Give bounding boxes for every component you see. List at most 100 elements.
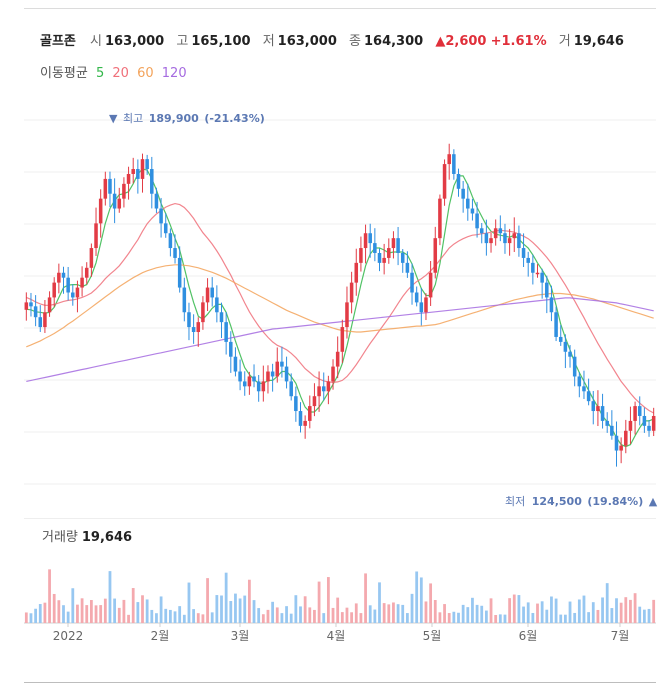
candle-body	[387, 248, 391, 258]
volume-bar	[234, 593, 237, 623]
candle-body	[270, 371, 275, 377]
volume-bar	[252, 600, 256, 623]
x-axis-label: 4월	[327, 629, 346, 643]
volume-bar	[336, 597, 340, 623]
candle-body	[442, 164, 447, 199]
candle-body	[145, 159, 149, 170]
volume-bar	[503, 614, 507, 623]
volume-bar	[475, 604, 479, 623]
candle-body	[419, 302, 424, 313]
candle-body	[89, 248, 94, 268]
volume-bar	[484, 610, 488, 623]
volume-bar	[76, 604, 79, 623]
volume-bar	[187, 582, 191, 623]
ma-legend-5[interactable]: 5	[95, 66, 105, 81]
volume-bar	[43, 602, 47, 623]
candle-body	[424, 297, 428, 313]
volume-bar	[285, 606, 288, 623]
open-value: 163,000	[105, 34, 165, 49]
volume-bar	[99, 605, 103, 623]
volume-bar	[489, 598, 493, 623]
volume-value: 19,646	[573, 34, 624, 49]
volume-bar	[419, 577, 423, 623]
candle-body	[196, 322, 201, 333]
candle-body	[335, 351, 340, 367]
candle-body	[57, 272, 61, 283]
min-price-annotation: 최저 124,500 (19.84%) ▲	[505, 495, 658, 508]
candle-body	[535, 272, 540, 275]
volume-bar	[261, 614, 265, 623]
volume-bar	[127, 614, 130, 623]
volume-bar	[545, 609, 549, 623]
volume-bar	[24, 612, 28, 623]
high-label: 고	[176, 34, 189, 49]
ma-legend-20[interactable]: 20	[112, 66, 129, 81]
volume-label: 거	[558, 34, 571, 49]
volume-bar	[52, 593, 56, 623]
max-price-annotation: ▼ 최고 189,900 (-21.43%)	[109, 112, 265, 125]
candle-body	[517, 233, 521, 249]
top-divider	[24, 8, 656, 9]
candle-body	[256, 381, 261, 392]
candle-body	[80, 277, 84, 288]
ma-legend-60[interactable]: 60	[137, 66, 154, 81]
candle-body	[475, 213, 479, 229]
candle-body	[177, 257, 182, 288]
candle-body	[294, 396, 298, 412]
candle-body	[461, 188, 465, 199]
close-value: 164,300	[363, 34, 424, 49]
candle-body	[219, 312, 224, 323]
volume-bar	[34, 608, 38, 623]
candle-body	[280, 361, 284, 367]
candle-body	[201, 302, 205, 323]
candle-body	[373, 243, 377, 253]
candle-body	[33, 306, 38, 318]
candle-body	[545, 282, 549, 298]
volume-bar	[201, 614, 205, 623]
panel-divider	[24, 518, 656, 519]
volume-bar	[317, 581, 321, 623]
candle-body	[466, 198, 470, 209]
volume-bar	[340, 612, 344, 623]
volume-bar	[173, 611, 177, 623]
volume-bar	[559, 614, 563, 623]
volume-bar	[550, 596, 553, 623]
candle-body	[479, 228, 484, 234]
volume-bar	[443, 604, 446, 623]
candle-body	[112, 193, 117, 209]
volume-bar	[624, 597, 628, 623]
candle-body	[233, 356, 238, 372]
candle-body	[150, 169, 154, 194]
volume-bar	[457, 612, 460, 623]
volume-bar	[642, 609, 646, 623]
x-axis-label: 5월	[423, 629, 442, 643]
volume-bar	[257, 608, 261, 623]
volume-bar	[182, 614, 186, 623]
volume-bar	[331, 607, 335, 623]
volume-bar	[136, 602, 140, 623]
volume-bar	[619, 602, 623, 623]
candle-body	[266, 371, 270, 382]
volume-bar	[57, 600, 61, 623]
volume-bar	[206, 578, 209, 623]
ma-5-line	[26, 168, 654, 448]
volume-bar	[150, 609, 154, 623]
x-axis-label: 2월	[151, 629, 170, 643]
volume-bar	[85, 605, 89, 623]
volume-panel-label: 거래량	[42, 530, 78, 545]
candle-body	[210, 287, 214, 298]
candle-body	[98, 198, 103, 224]
candle-body	[396, 238, 400, 253]
volume-bar	[66, 611, 70, 623]
candle-body	[261, 381, 266, 392]
candle-body	[470, 208, 475, 214]
x-axis-label: 7월	[611, 629, 630, 643]
volume-panel-title: 거래량 19,646	[42, 526, 132, 545]
candle-body	[168, 233, 173, 249]
volume-bar	[373, 609, 377, 623]
volume-bar	[313, 609, 316, 623]
volume-bar	[429, 583, 433, 623]
candle-body	[568, 351, 572, 357]
ma-legend-120[interactable]: 120	[161, 66, 187, 81]
